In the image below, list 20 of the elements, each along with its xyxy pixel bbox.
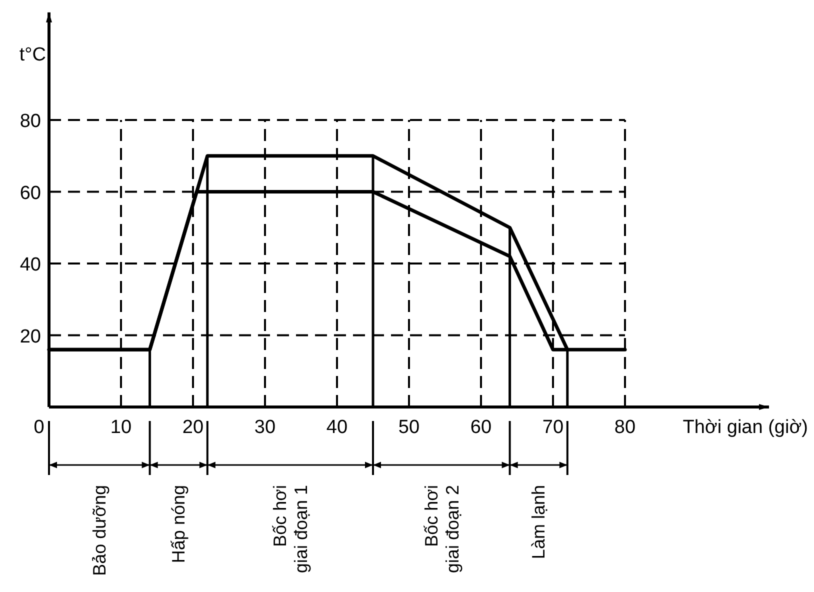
text: Hấp nóng [168,485,189,564]
x-tick-label: 80 [614,417,636,438]
x-tick-label: 30 [254,417,276,438]
x-tick-label: 70 [542,417,564,438]
x-tick-label: 20 [182,417,204,438]
x-axis-title: Thời gian (giờ) [682,417,808,438]
x-tick-label: 0 [34,417,44,438]
x-tick-label: 60 [470,417,492,438]
y-axis-title: t°C [19,44,46,66]
x-tick-label: 40 [326,417,348,438]
y-tick-label: 80 [20,111,41,132]
text: Bốc hơi giai đoạn 1 [270,485,312,574]
y-tick-label: 40 [20,254,41,276]
y-tick-label: 20 [20,326,41,348]
y-tick-label: 60 [20,182,41,204]
x-tick-label: 50 [398,417,420,438]
text: Bảo dưỡng [89,485,110,576]
x-tick-label: 10 [110,417,132,438]
text: Làm lạnh [528,485,549,560]
text: Bốc hơi giai đoạn 2 [421,485,462,574]
